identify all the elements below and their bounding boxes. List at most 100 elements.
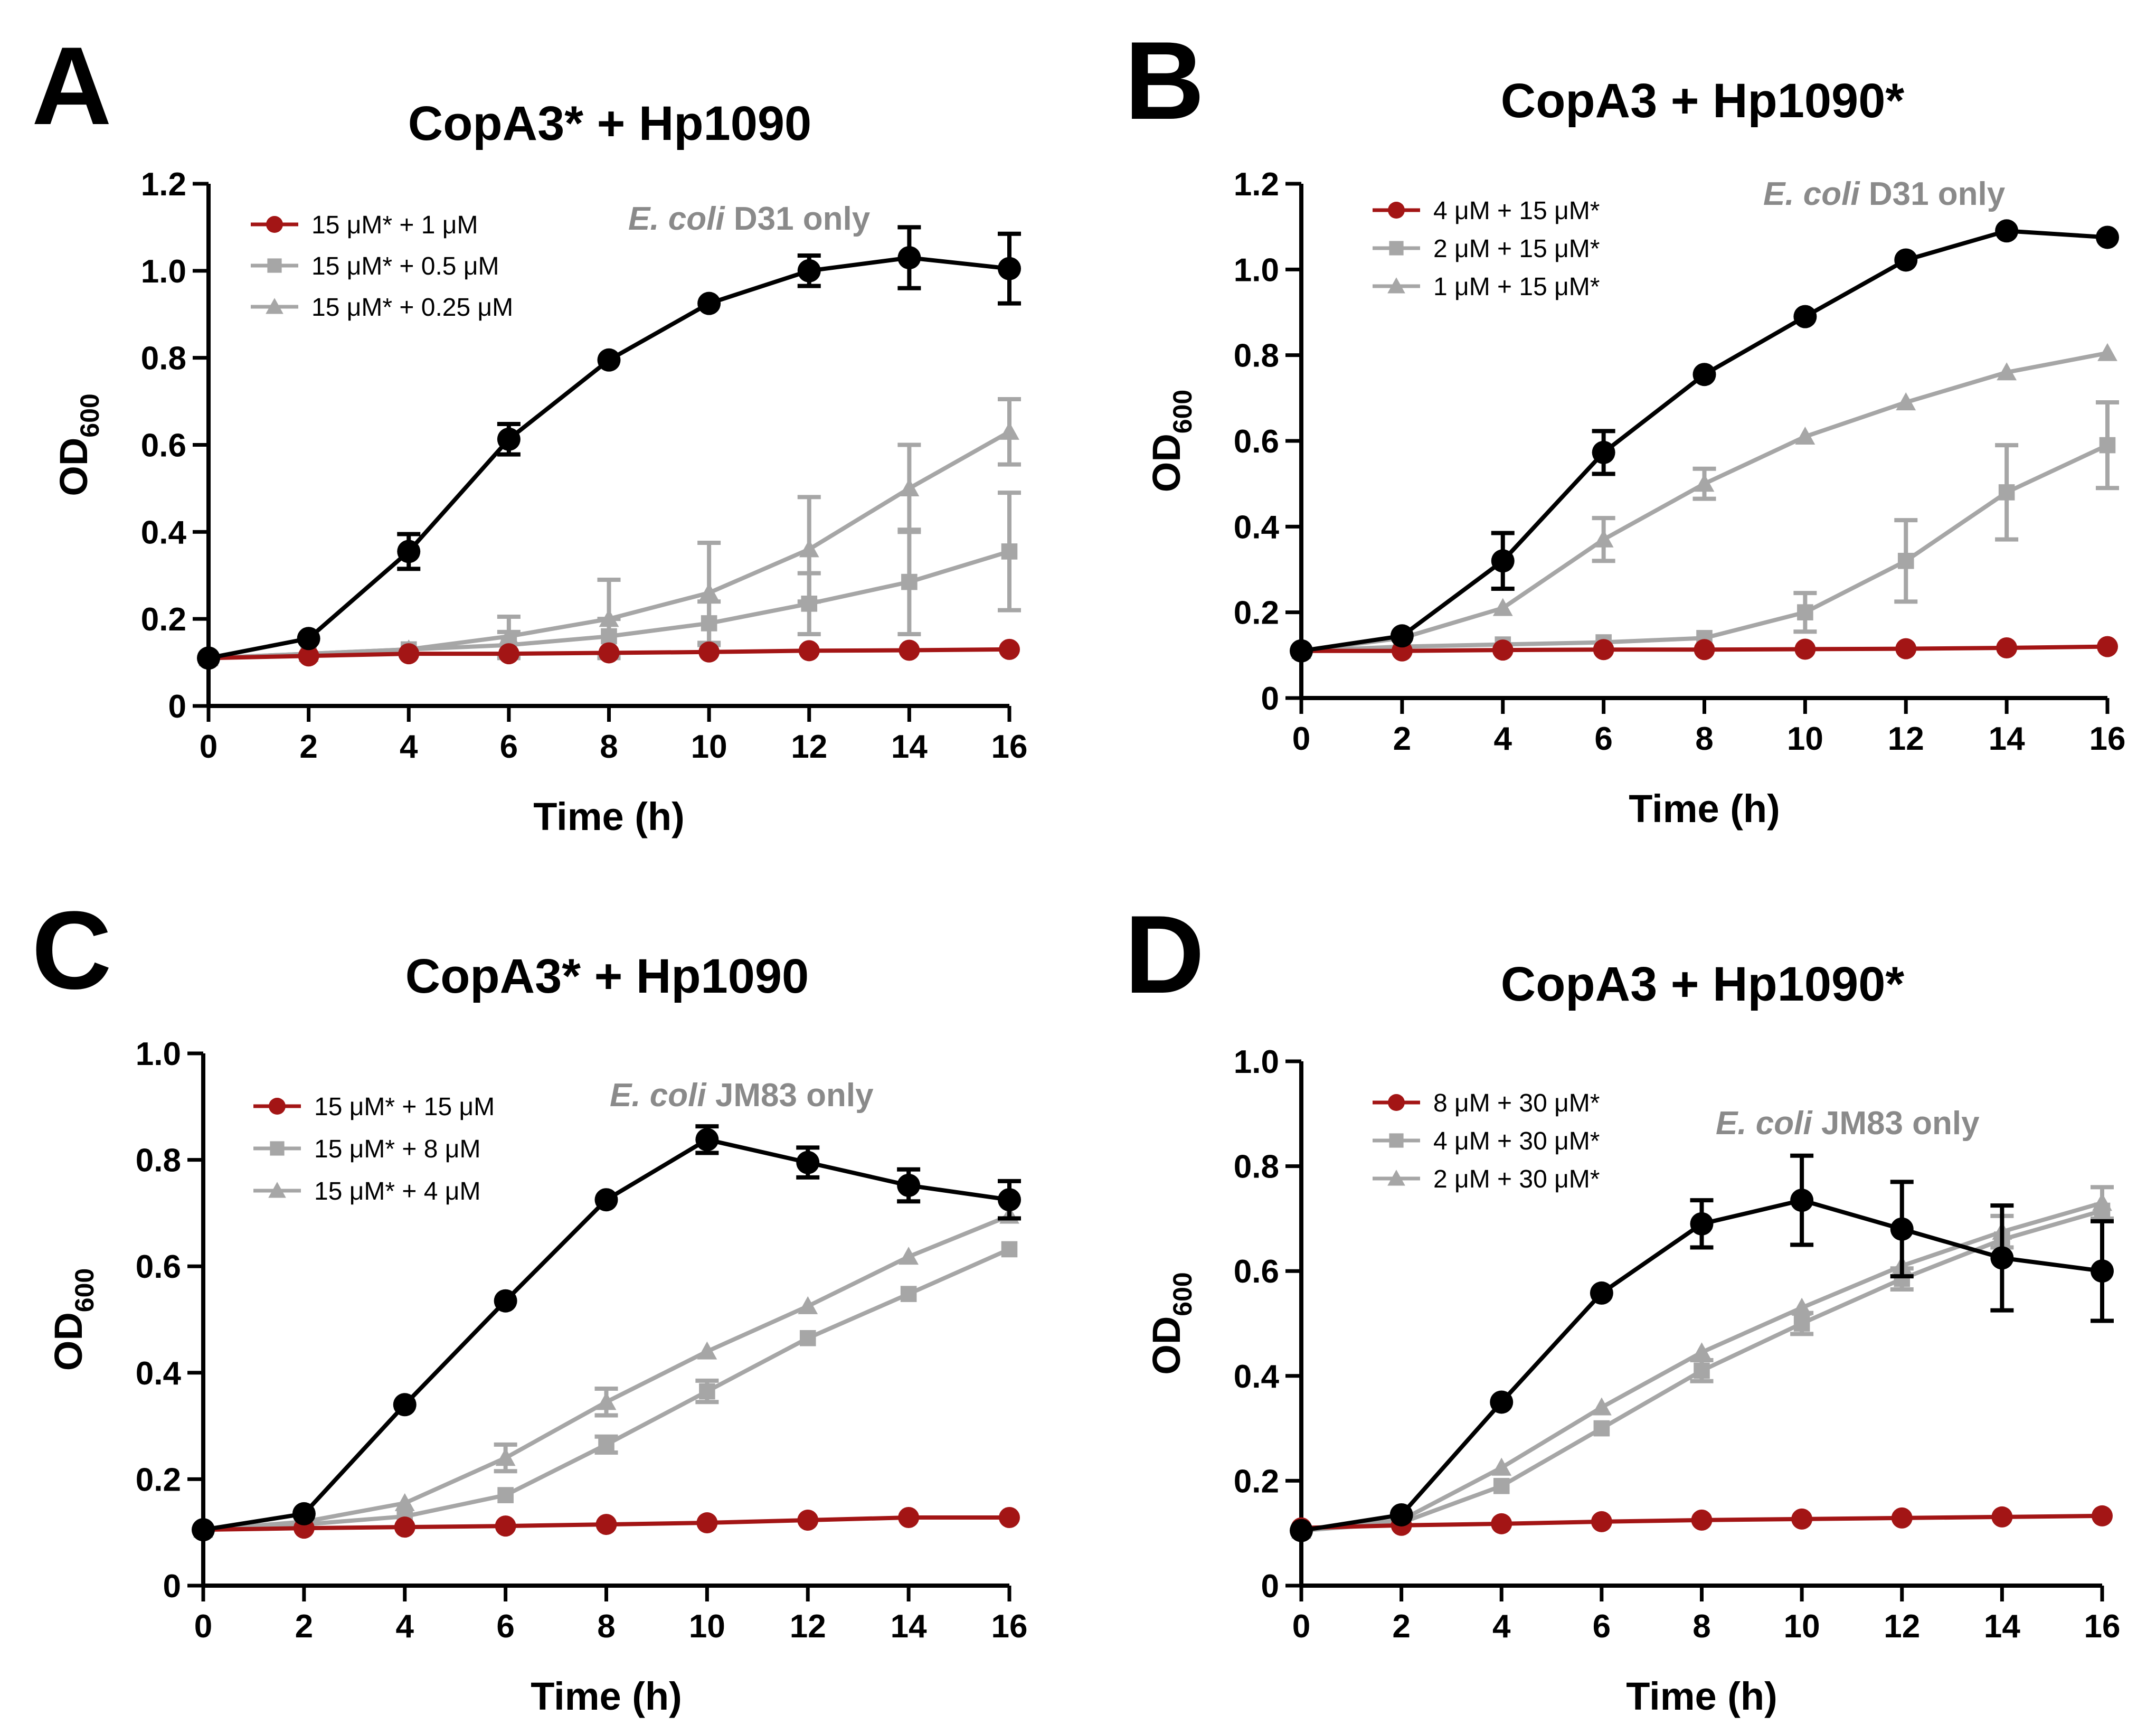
data-point [1694,474,1715,492]
legend-label: 8 μM + 30 μM* [1433,1089,1600,1117]
x-tick-label: 8 [600,729,618,765]
x-tick-label: 8 [597,1608,615,1645]
data-point [696,1512,718,1534]
data-point [1491,1457,1512,1476]
data-point [1793,1315,1810,1332]
data-point [1290,1519,1313,1542]
data-point [797,1510,819,1531]
data-point [1001,1241,1018,1258]
data-point [1997,362,2017,381]
strain-annotation-rest: D31 only [725,201,871,237]
y-tick-label: 0.6 [1234,1254,1279,1290]
data-point [495,1515,516,1537]
legend-item: 2 μM + 15 μM* [1373,235,1600,263]
data-point [901,573,918,590]
y-tick-label: 0.2 [141,601,186,638]
legend-label: 15 μM* + 4 μM [314,1177,480,1205]
legend-marker [267,258,282,273]
legend-item: 15 μM* + 8 μM [253,1135,480,1163]
y-axis-label: OD600 [1145,390,1197,492]
series-3 [1291,1185,2114,1539]
x-tick-label: 10 [689,1608,725,1645]
data-point [1996,637,2018,659]
legend-label: 1 μM + 15 μM* [1433,273,1600,301]
x-tick-label: 2 [1392,1608,1410,1645]
data-point [1890,1217,1914,1241]
x-tick-label: 0 [1292,721,1310,757]
data-point [1691,1509,1713,1531]
legend-item: 2 μM + 30 μM* [1373,1165,1600,1193]
series-line [203,1213,1010,1532]
data-point [1793,305,1817,328]
data-point [698,641,720,663]
x-tick-label: 10 [1784,1608,1820,1645]
data-point [898,1506,920,1528]
data-point [595,1514,617,1535]
x-tick-label: 12 [1884,1608,1920,1645]
data-point [2096,225,2119,249]
legend-label: 4 μM + 30 μM* [1433,1127,1600,1155]
data-point [1593,1420,1610,1437]
data-point [1990,1246,2014,1270]
legend-label: 15 μM* + 0.25 μM [311,294,513,322]
legend-label: 4 μM + 15 μM* [1433,197,1600,225]
legend-marker [266,216,283,233]
series-1 [198,638,1020,669]
y-axis-label-subscript: 600 [70,1268,99,1312]
series-3 [1291,343,2117,659]
data-point [1995,219,2019,243]
panel-c: C CopA3* + Hp1090 0 0.2 0.4 0.6 0.8 1.0 0 2 4 6 8 10 1… [32,888,1027,1718]
data-point [899,478,920,497]
data-point [394,1493,415,1511]
y-tick-label: 0.2 [136,1462,181,1498]
data-point [1998,484,2015,501]
data-point [1790,1189,1814,1212]
legend-marker [1389,241,1404,256]
data-point [1691,1342,1712,1361]
legend-label: 2 μM + 30 μM* [1433,1165,1600,1193]
data-point [1795,426,1815,445]
data-point [797,259,821,282]
data-point [1590,1281,1613,1305]
panel-d: D CopA3 + Hp1090* 0 0.2 0.4 0.6 0.8 1.0 0 2 4 6 8 10 1… [1124,892,2120,1718]
x-axis-label: Time (h) [1629,787,1780,831]
series-0 [1290,219,2119,663]
strain-annotation-rest: JM83 only [706,1077,874,1114]
data-point [796,1151,820,1174]
y-axis-label: OD600 [46,1268,99,1371]
data-point [1792,1297,1812,1316]
x-tick-label: 8 [1695,721,1713,757]
data-point [297,627,320,651]
data-point [498,626,519,645]
y-axis-label: OD600 [1145,1272,1197,1374]
x-tick-label: 0 [1292,1608,1310,1645]
x-tick-label: 0 [200,729,218,765]
x-tick-label: 6 [500,729,518,765]
data-point [2097,343,2117,361]
data-point [799,1330,816,1346]
legend-item: 1 μM + 15 μM* [1373,273,1600,301]
legend-marker [1388,1094,1405,1111]
data-point [1490,1390,1514,1414]
legend-label: 15 μM* + 1 μM [311,211,478,239]
data-point [798,640,820,662]
y-tick-label: 0 [168,689,186,725]
data-point [1591,1397,1612,1416]
chart-title: CopA3 + Hp1090* [1501,957,1905,1011]
data-point [398,643,420,665]
strain-annotation: E. coli JM83 only [1716,1105,1980,1142]
legend-label: 15 μM* + 8 μM [314,1135,480,1163]
data-point [697,291,721,315]
data-point [1791,1508,1813,1530]
data-point [798,1296,818,1314]
data-point [1493,1478,1510,1494]
data-point [999,1506,1020,1528]
data-point [699,1383,715,1400]
x-tick-label: 4 [396,1608,414,1645]
x-tick-label: 14 [1989,721,2025,757]
strain-annotation-italic: E. coli [1763,176,1860,212]
data-point [900,1286,917,1302]
panel-label: D [1124,892,1205,1016]
data-point [1896,392,1916,411]
chart-title: CopA3* + Hp1090 [405,949,809,1003]
